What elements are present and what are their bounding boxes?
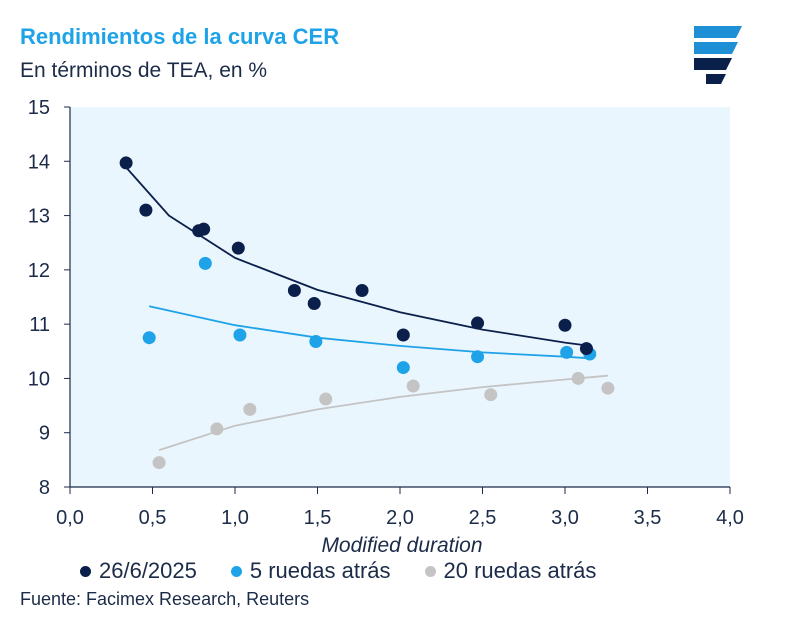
legend-item-20-days: 20 ruedas atrás bbox=[424, 558, 597, 584]
x-tick-label: 0,0 bbox=[56, 507, 84, 529]
data-point-series-0 bbox=[287, 283, 301, 297]
data-point-series-0 bbox=[231, 241, 245, 255]
chart-subtitle: En términos de TEA, en % bbox=[20, 59, 268, 82]
x-tick-label: 1,0 bbox=[221, 507, 249, 529]
data-point-series-2 bbox=[243, 402, 257, 416]
x-tick-label: 1,5 bbox=[304, 507, 332, 529]
y-axis: 8 9 10 11 12 13 14 15 bbox=[28, 97, 71, 499]
data-point-series-0 bbox=[396, 328, 410, 342]
legend-item-5-days: 5 ruedas atrás bbox=[230, 558, 391, 584]
y-tick-label: 15 bbox=[28, 97, 50, 119]
data-point-series-1 bbox=[560, 345, 574, 359]
data-point-series-2 bbox=[571, 371, 585, 385]
data-point-series-2 bbox=[152, 456, 166, 470]
source-note: Fuente: Facimex Research, Reuters bbox=[20, 589, 310, 609]
x-tick-label: 2,5 bbox=[469, 507, 497, 529]
data-point-series-0 bbox=[139, 203, 153, 217]
data-points bbox=[119, 156, 615, 470]
y-tick-label: 11 bbox=[29, 314, 50, 336]
data-point-series-2 bbox=[484, 388, 498, 402]
data-point-series-1 bbox=[198, 256, 212, 270]
y-tick-label: 10 bbox=[28, 368, 50, 390]
y-tick-label: 13 bbox=[28, 206, 50, 228]
plot-area bbox=[70, 107, 730, 487]
data-point-series-1 bbox=[142, 331, 156, 345]
data-point-series-1 bbox=[233, 328, 247, 342]
x-axis-title: Modified duration bbox=[321, 534, 482, 557]
facimex-logo-icon bbox=[688, 22, 748, 86]
y-tick-label: 14 bbox=[28, 151, 50, 173]
y-tick-label: 9 bbox=[39, 423, 50, 445]
data-point-series-0 bbox=[307, 297, 321, 311]
x-tick-label: 2,0 bbox=[386, 507, 414, 529]
chart-legend: 26/6/2025 5 ruedas atrás 20 ruedas atrás bbox=[80, 558, 596, 584]
data-point-series-1 bbox=[396, 361, 410, 375]
data-point-series-0 bbox=[119, 156, 133, 170]
legend-marker-20-days bbox=[424, 565, 436, 577]
legend-marker-5-days bbox=[230, 565, 242, 577]
data-point-series-1 bbox=[309, 335, 323, 349]
data-point-series-2 bbox=[319, 392, 333, 406]
data-point-series-1 bbox=[471, 350, 485, 364]
chart-title: Rendimientos de la curva CER bbox=[20, 24, 340, 49]
y-tick-label: 12 bbox=[28, 260, 50, 282]
x-tick-label: 3,0 bbox=[551, 507, 579, 529]
x-axis: 0,0 0,5 1,0 1,5 2,0 2,5 3,0 3,5 4,0 bbox=[56, 486, 744, 529]
legend-marker-current bbox=[80, 565, 91, 577]
x-tick-label: 4,0 bbox=[716, 507, 744, 529]
legend-label-5-days: 5 ruedas atrás bbox=[249, 558, 391, 583]
data-point-series-2 bbox=[601, 381, 615, 395]
legend-label-current: 26/6/2025 bbox=[99, 558, 197, 583]
data-point-series-0 bbox=[471, 316, 485, 330]
data-point-series-0 bbox=[355, 283, 369, 297]
legend-label-20-days: 20 ruedas atrás bbox=[443, 558, 597, 583]
data-point-series-0 bbox=[197, 222, 211, 236]
x-tick-label: 0,5 bbox=[139, 507, 167, 529]
trend-line-series-2 bbox=[158, 374, 608, 451]
legend-item-current: 26/6/2025 bbox=[80, 558, 197, 584]
x-tick-label: 3,5 bbox=[634, 507, 662, 529]
data-point-series-2 bbox=[406, 379, 420, 393]
data-point-series-0 bbox=[558, 318, 572, 332]
data-point-series-0 bbox=[579, 342, 593, 356]
trend-line-series-0 bbox=[123, 165, 590, 347]
y-tick-label: 8 bbox=[39, 477, 50, 499]
data-point-series-2 bbox=[210, 422, 224, 436]
